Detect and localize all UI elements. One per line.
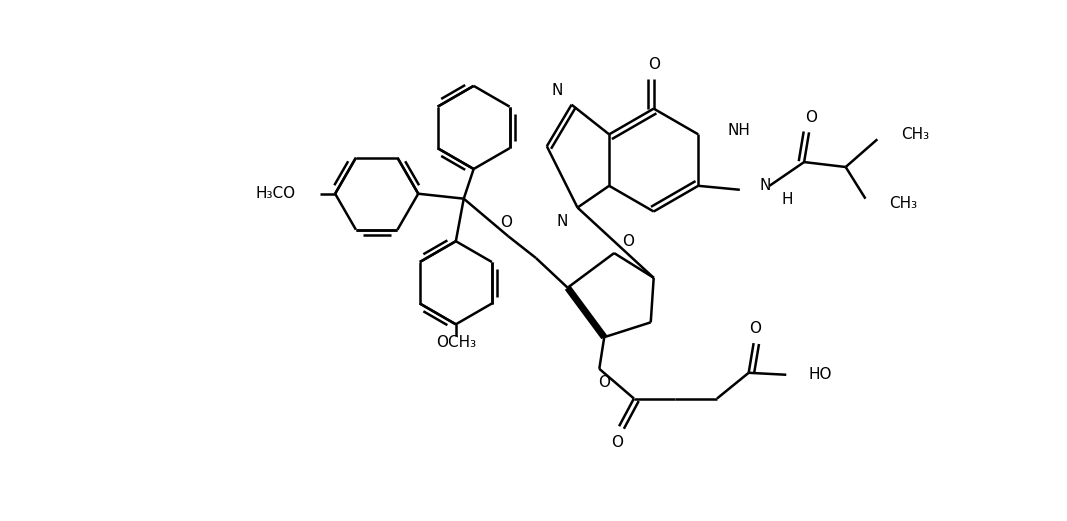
Text: NH: NH xyxy=(728,123,751,138)
Text: OCH₃: OCH₃ xyxy=(435,334,476,350)
Text: O: O xyxy=(599,375,610,390)
Text: H: H xyxy=(781,192,793,207)
Text: O: O xyxy=(611,435,623,450)
Text: N: N xyxy=(760,178,771,193)
Text: O: O xyxy=(805,110,817,125)
Text: CH₃: CH₃ xyxy=(889,196,918,211)
Text: H₃CO: H₃CO xyxy=(255,186,296,201)
Text: HO: HO xyxy=(808,367,831,382)
Text: N: N xyxy=(557,214,569,229)
Text: N: N xyxy=(551,83,562,98)
Text: O: O xyxy=(622,234,634,249)
Text: O: O xyxy=(648,57,659,71)
Text: O: O xyxy=(500,215,512,230)
Text: CH₃: CH₃ xyxy=(901,127,929,142)
Text: O: O xyxy=(750,321,762,336)
